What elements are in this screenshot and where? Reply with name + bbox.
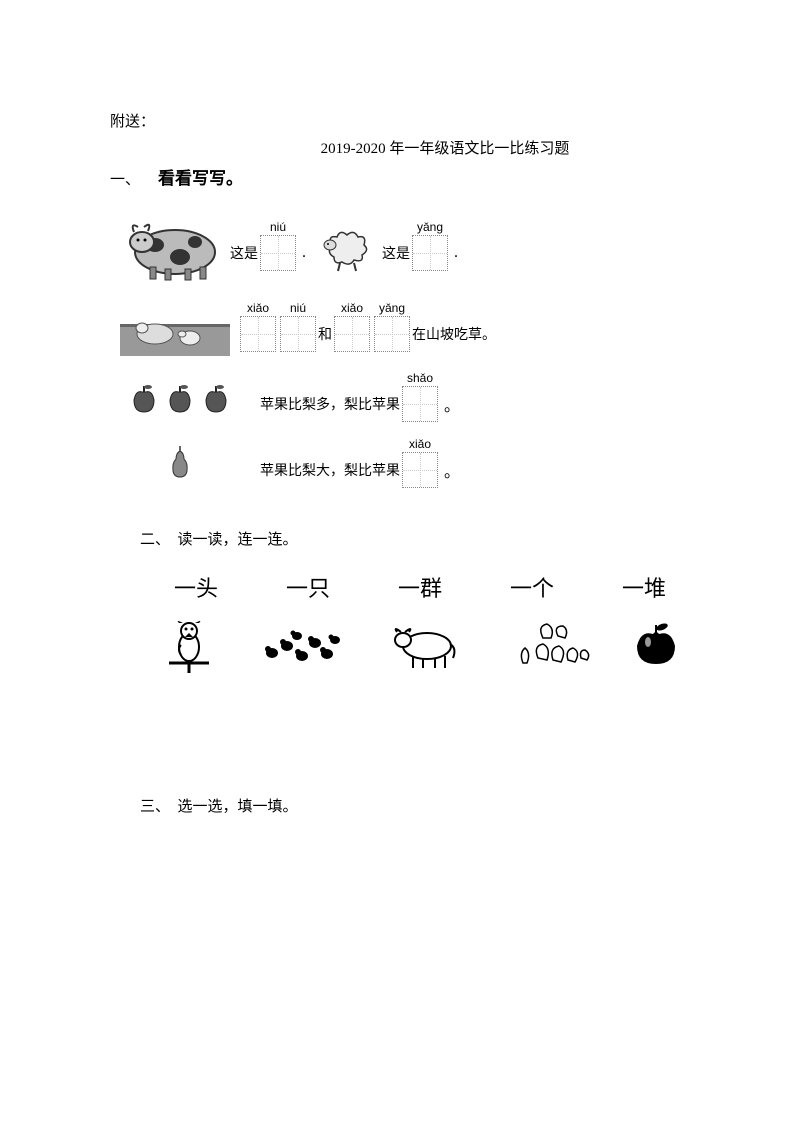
classifier-5: 一堆 bbox=[622, 571, 666, 603]
page-title: 2019-2020 年一年级语文比一比练习题 bbox=[190, 137, 700, 158]
char-box-niu2: niú bbox=[280, 300, 316, 352]
char-box-shao: shǎo bbox=[402, 370, 438, 422]
bird-icon bbox=[159, 615, 219, 675]
pinyin-xiao2: xiǎo bbox=[341, 300, 363, 316]
classifier-1: 一头 bbox=[174, 571, 218, 603]
section-1-heading: 一、 看看写写。 bbox=[110, 164, 700, 189]
match-images-row bbox=[140, 615, 700, 675]
char-box-xiao3: xiǎo bbox=[402, 436, 438, 488]
pinyin-shao: shǎo bbox=[407, 370, 433, 386]
section-3: 三、 选一选，填一填。 bbox=[140, 795, 700, 816]
classifier-4: 一个 bbox=[510, 571, 554, 603]
dot2: . bbox=[454, 244, 458, 262]
section-1-num: 一、 bbox=[110, 172, 140, 188]
exercise-row-4: 苹果比梨大，梨比苹果 xiǎo 。 bbox=[120, 436, 700, 488]
tian-box[interactable] bbox=[260, 235, 296, 271]
ox-icon bbox=[385, 618, 465, 673]
char-box-niu: niú bbox=[260, 219, 296, 271]
hill-animals-icon bbox=[120, 296, 230, 356]
row4-text: 苹果比梨大，梨比苹果 bbox=[260, 460, 400, 480]
row2-mid: 和 bbox=[318, 324, 332, 344]
section-3-heading: 三、 选一选，填一填。 bbox=[140, 795, 700, 816]
pear-icon bbox=[120, 445, 240, 479]
apple-icon bbox=[631, 620, 681, 670]
sheep-icon bbox=[312, 215, 382, 275]
row1-text1: 这是 bbox=[230, 243, 258, 263]
tian-box[interactable] bbox=[412, 235, 448, 271]
apples-icon bbox=[120, 376, 240, 416]
classifier-2: 一只 bbox=[286, 571, 330, 603]
worksheet-page: 附送： 2019-2020 年一年级语文比一比练习题 一、 看看写写。 bbox=[0, 0, 800, 878]
dot3: 。 bbox=[444, 392, 460, 416]
char-box-yang: yǎng bbox=[412, 219, 448, 271]
attach-label: 附送： bbox=[110, 110, 700, 131]
tian-box[interactable] bbox=[280, 316, 316, 352]
tian-box[interactable] bbox=[402, 386, 438, 422]
section-2-heading: 二、 读一读，连一连。 bbox=[140, 528, 700, 549]
char-box-xiao1: xiǎo bbox=[240, 300, 276, 352]
exercise-row-2: xiǎo niú 和 xiǎo yǎng 在山坡吃草。 bbox=[120, 296, 700, 356]
cow-icon bbox=[120, 207, 230, 282]
dot4: 。 bbox=[444, 458, 460, 482]
exercise-row-3: 苹果比梨多，梨比苹果 shǎo 。 bbox=[120, 370, 700, 422]
classifier-3: 一群 bbox=[398, 571, 442, 603]
pinyin-niu: niú bbox=[270, 219, 286, 235]
exercise-row-1: 这是 niú . 这是 yǎng . bbox=[120, 207, 700, 282]
row2-end: 在山坡吃草。 bbox=[412, 324, 496, 344]
char-box-yang2: yǎng bbox=[374, 300, 410, 352]
char-box-xiao2: xiǎo bbox=[334, 300, 370, 352]
pinyin-xiao1: xiǎo bbox=[247, 300, 269, 316]
tian-box[interactable] bbox=[240, 316, 276, 352]
classifier-row: 一头 一只 一群 一个 一堆 bbox=[140, 571, 700, 603]
pinyin-yang: yǎng bbox=[417, 219, 443, 235]
dot1: . bbox=[302, 244, 306, 262]
row3-text: 苹果比梨多，梨比苹果 bbox=[260, 394, 400, 414]
row1-text2: 这是 bbox=[382, 243, 410, 263]
pinyin-xiao3: xiǎo bbox=[409, 436, 431, 452]
pinyin-niu2: niú bbox=[290, 300, 306, 316]
section-1-text: 看看写写。 bbox=[158, 169, 243, 188]
tian-box[interactable] bbox=[334, 316, 370, 352]
tian-box[interactable] bbox=[402, 452, 438, 488]
garlic-pile-icon bbox=[503, 618, 593, 673]
tian-box[interactable] bbox=[374, 316, 410, 352]
chicks-icon bbox=[257, 618, 347, 673]
pinyin-yang2: yǎng bbox=[379, 300, 405, 316]
section-2: 二、 读一读，连一连。 一头 一只 一群 一个 一堆 bbox=[140, 528, 700, 675]
